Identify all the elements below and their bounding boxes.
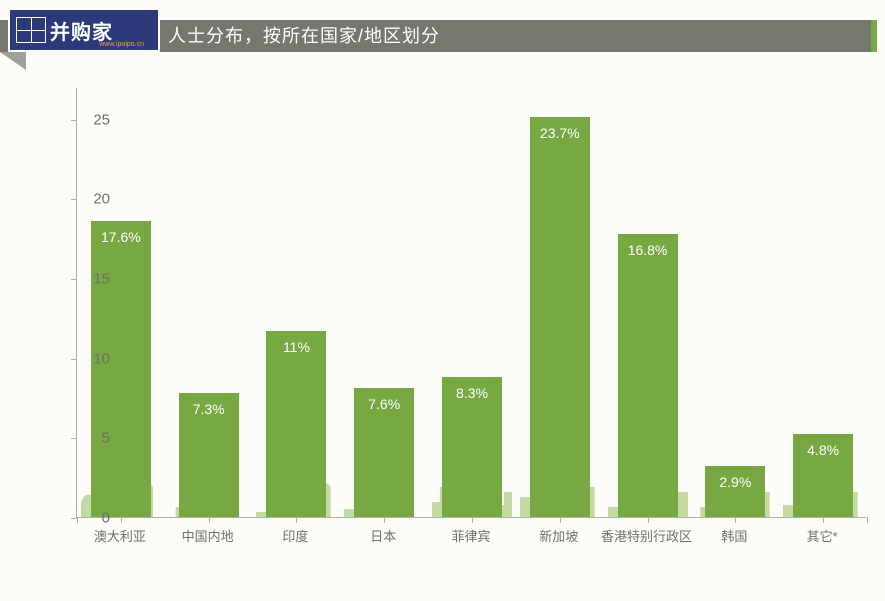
x-tick <box>384 517 385 523</box>
bar-value-label: 7.3% <box>179 401 239 417</box>
bar-chart: 17.6% 7.3% 11% 7.6% 8.3% 23.7% 16.8% 2.9% 4.8% 0… <box>40 78 870 588</box>
y-tick <box>71 279 77 280</box>
y-axis-label: 5 <box>80 430 110 447</box>
bar: 17.6% <box>91 221 151 517</box>
logo-subtext: www.ipoipo.cn <box>99 41 144 48</box>
bar: 16.8% <box>618 234 678 517</box>
logo-badge: 并购家 www.ipoipo.cn <box>8 8 160 52</box>
y-tick <box>71 438 77 439</box>
bar-value-label: 16.8% <box>618 242 678 258</box>
x-axis-label: 韩国 <box>721 526 747 545</box>
x-axis-label: 香港特别行政区 <box>601 526 692 545</box>
plot-area: 17.6% 7.3% 11% 7.6% 8.3% 23.7% 16.8% 2.9% 4.8% <box>76 88 866 518</box>
bar-value-label: 17.6% <box>91 229 151 245</box>
x-tick <box>121 517 122 523</box>
x-axis-label: 日本 <box>370 526 396 545</box>
y-tick <box>71 359 77 360</box>
y-tick <box>71 199 77 200</box>
x-tick <box>77 517 78 523</box>
x-axis-label: 印度 <box>282 526 308 545</box>
y-axis-label: 20 <box>80 191 110 208</box>
x-axis-label: 中国内地 <box>182 526 234 545</box>
bar: 4.8% <box>793 434 853 517</box>
x-tick <box>867 517 868 523</box>
bar: 23.7% <box>530 117 590 517</box>
title-corner <box>0 52 26 70</box>
bar-value-label: 11% <box>266 339 326 355</box>
bar-value-label: 23.7% <box>530 125 590 141</box>
bar: 8.3% <box>442 377 502 517</box>
x-axis-label: 其它* <box>807 526 838 545</box>
x-tick <box>648 517 649 523</box>
y-axis-label: 15 <box>80 271 110 288</box>
bar: 7.3% <box>179 393 239 517</box>
y-axis-label: 25 <box>80 111 110 128</box>
bar-value-label: 4.8% <box>793 442 853 458</box>
x-tick <box>209 517 210 523</box>
x-axis-label: 澳大利亚 <box>94 526 146 545</box>
bar: 2.9% <box>705 466 765 517</box>
bar: 7.6% <box>354 388 414 517</box>
bar-value-label: 2.9% <box>705 474 765 490</box>
x-tick <box>823 517 824 523</box>
x-tick <box>472 517 473 523</box>
bar-value-label: 7.6% <box>354 396 414 412</box>
bar-value-label: 8.3% <box>442 385 502 401</box>
logo-icon <box>16 17 46 43</box>
x-axis-label: 菲律宾 <box>451 526 490 545</box>
x-axis-label: 新加坡 <box>539 526 578 545</box>
y-tick <box>71 120 77 121</box>
x-tick <box>560 517 561 523</box>
y-axis-label: 10 <box>80 350 110 367</box>
x-tick <box>735 517 736 523</box>
bar: 11% <box>266 331 326 517</box>
x-tick <box>296 517 297 523</box>
y-axis-label: 0 <box>80 510 110 527</box>
